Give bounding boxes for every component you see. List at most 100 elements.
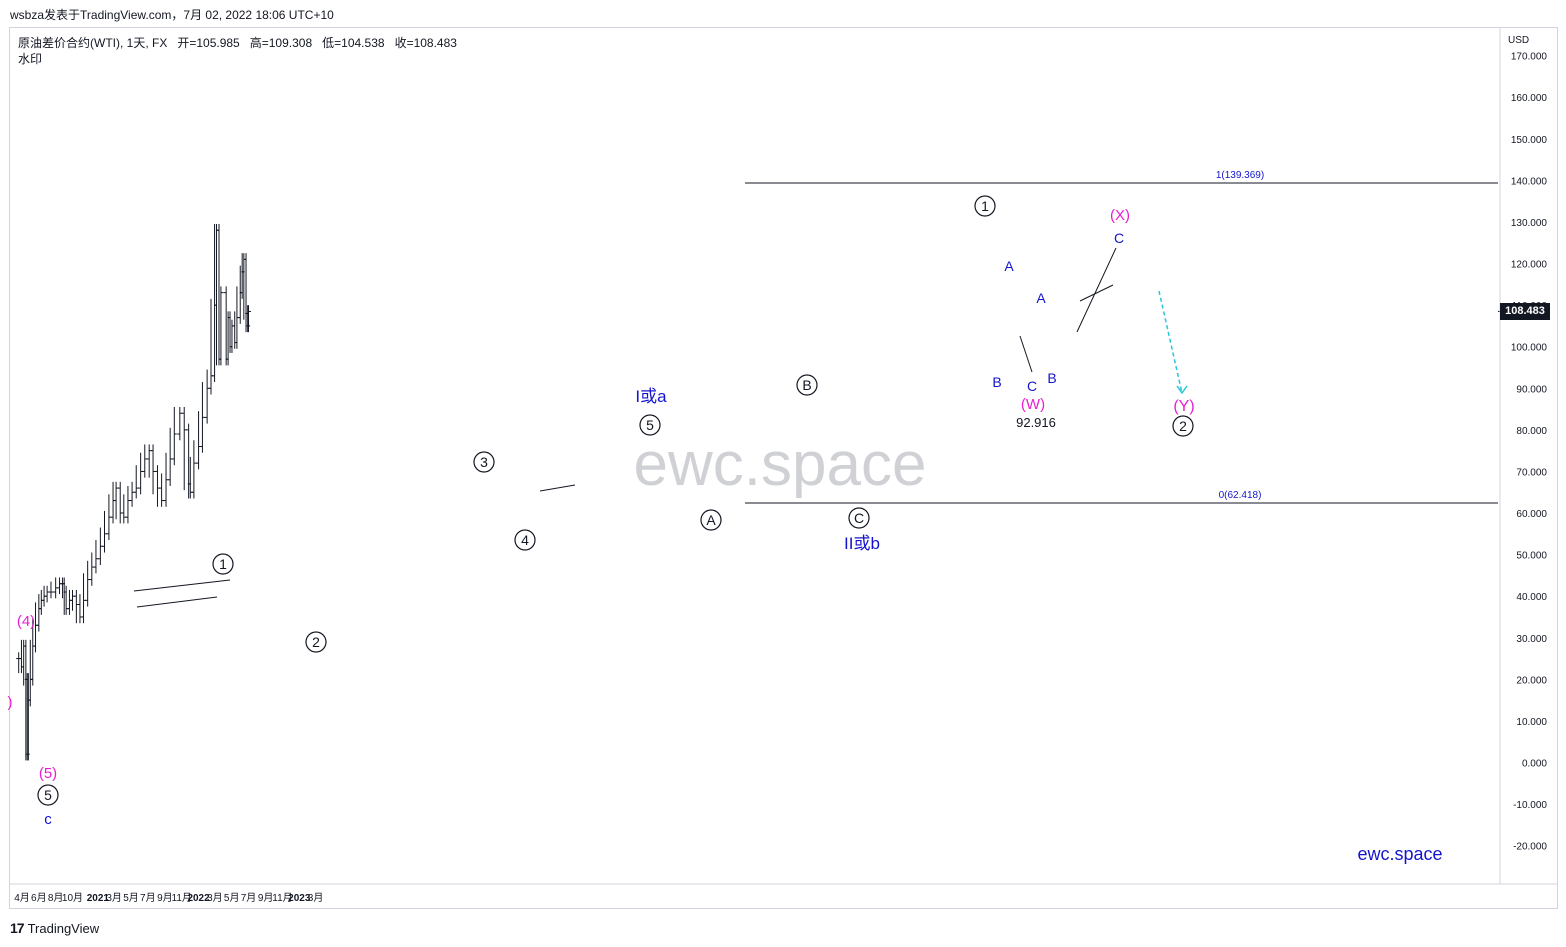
close-value: 收=108.483 [394, 36, 457, 50]
symbol-label[interactable]: 原油差价合约(WTI), 1天, FX [18, 36, 168, 50]
price-axis-tick-label: 130.000 [1511, 218, 1548, 229]
wave-label-circled: 4 [521, 532, 529, 548]
time-axis-tick-label: 3月 [308, 892, 324, 904]
brand-label: ewc.space [1357, 844, 1442, 864]
wave-circle-marker [796, 374, 818, 396]
time-axis-tick-label: 11月 [272, 892, 292, 904]
wave-label: A [1004, 258, 1014, 274]
wave-label: ) [8, 694, 13, 711]
projection-arrow [1158, 290, 1183, 394]
wave-label-circled: 5 [646, 417, 654, 433]
wave-circle-marker [37, 784, 59, 806]
tradingview-logo-icon: 17 [10, 920, 25, 936]
price-axis-tick-label: 160.000 [1511, 93, 1548, 104]
wave-circle-marker [639, 414, 661, 436]
price-axis-tick-label: 50.000 [1516, 551, 1547, 562]
price-axis-currency: USD [1508, 35, 1529, 46]
time-axis-tick-label: 11月 [172, 892, 192, 904]
wave-label: (5) [39, 765, 57, 782]
time-axis-tick-label: 9月 [258, 892, 274, 904]
wave-label: B [1047, 370, 1056, 386]
watermark-text: ewc.space [634, 430, 927, 499]
wave-label: (4) [17, 613, 35, 630]
wave-label-circled: 3 [480, 454, 488, 470]
price-axis-tick-label: -20.000 [1513, 842, 1547, 853]
wave-circle-marker [1172, 415, 1194, 437]
wave-label: C [1027, 378, 1037, 394]
price-axis-tick-label: 120.000 [1511, 260, 1548, 271]
wave-label: (X) [1110, 207, 1130, 224]
trend-channel-line [1079, 284, 1114, 302]
wave-label-circled: B [802, 377, 811, 393]
wave-label-circled: C [854, 510, 864, 526]
wave-circle-marker [848, 507, 870, 529]
time-axis-tick-label: 10月 [62, 892, 83, 904]
price-axis-tick-label: 40.000 [1516, 592, 1547, 603]
time-axis-tick-label: 5月 [123, 892, 139, 904]
time-axis-tick-label: 7月 [241, 892, 257, 904]
time-axis-tick-label: 2023 [288, 893, 311, 904]
wave-label-circled: A [706, 512, 716, 528]
wave-label: (Y) [1173, 398, 1194, 415]
wave-label: C [1114, 230, 1124, 246]
wave-label: B [992, 374, 1001, 390]
wave-circle-marker [473, 451, 495, 473]
price-axis-tick-label: 150.000 [1511, 135, 1548, 146]
time-axis-tick-label: 7月 [140, 892, 156, 904]
wave-label: I或a [635, 387, 667, 406]
price-axis-tick-label: 30.000 [1516, 634, 1547, 645]
price-axis-tick-label: 10.000 [1516, 717, 1547, 728]
tradingview-footer[interactable]: 17 TradingView [10, 920, 99, 936]
open-value: 开=105.985 [177, 36, 240, 50]
time-axis-tick-label: 6月 [31, 892, 47, 904]
time-axis-tick-label: 2022 [187, 893, 210, 904]
trend-channel-line [136, 596, 218, 608]
price-axis-tick-label: 170.000 [1511, 52, 1548, 63]
wave-label: A [1036, 290, 1046, 306]
chart-frame [9, 27, 1558, 909]
price-axis-tick-label: 20.000 [1516, 675, 1547, 686]
price-axis-tick-label: 70.000 [1516, 467, 1547, 478]
trend-channel-line [539, 484, 576, 492]
wave-circle-marker [514, 529, 536, 551]
wave-label: c [44, 811, 52, 828]
time-axis-tick-label: 5月 [224, 892, 240, 904]
price-axis-tick-label: 0.000 [1522, 759, 1547, 770]
price-axis-tick-label: -10.000 [1513, 800, 1547, 811]
time-axis-tick-label: 4月 [14, 892, 30, 904]
trend-channel-line [133, 579, 231, 592]
high-value: 高=109.308 [249, 36, 313, 50]
low-value: 低=104.538 [322, 36, 385, 50]
price-axis-tick-label: 80.000 [1516, 426, 1547, 437]
fib-level-label: 0(62.418) [1219, 490, 1262, 501]
tradingview-brand: TradingView [27, 920, 100, 936]
trend-channel-line [1076, 247, 1117, 333]
wave-circle-marker [974, 195, 996, 217]
wave-label: (W) [1021, 396, 1045, 413]
projection-arrow-head [1176, 385, 1188, 395]
price-axis-tick-label: 60.000 [1516, 509, 1547, 520]
price-axis-tick-label: 100.000 [1511, 343, 1548, 354]
wave-label-circled: 2 [1179, 418, 1187, 434]
fib-level-label: 1(139.369) [1216, 170, 1264, 181]
time-axis-tick-label: 3月 [106, 892, 122, 904]
wave-label-circled: 1 [219, 556, 227, 572]
publish-line: wsbza发表于TradingView.com，7月 02, 2022 18:0… [10, 8, 334, 22]
chart-legend: 原油差价合约(WTI), 1天, FX 开=105.985 高=109.308 … [18, 35, 457, 67]
wave-circle-marker [305, 631, 327, 653]
time-axis-tick-label: 8月 [48, 892, 64, 904]
wave-circle-marker [212, 553, 234, 575]
watermark-label: 水印 [18, 52, 43, 66]
time-axis-tick-label: 3月 [207, 892, 223, 904]
wave-label-circled: 5 [44, 787, 52, 803]
wave-label-circled: 2 [312, 634, 320, 650]
wave-circle-marker [700, 509, 722, 531]
wave-label-circled: 1 [981, 198, 989, 214]
time-axis-tick-label: 2021 [87, 893, 110, 904]
time-axis-tick-label: 9月 [157, 892, 173, 904]
wave-label: 92.916 [1016, 415, 1056, 430]
last-price-badge: 108.483 [1500, 303, 1550, 320]
trend-channel-line [1019, 335, 1033, 373]
price-axis-tick-label: 90.000 [1516, 384, 1547, 395]
